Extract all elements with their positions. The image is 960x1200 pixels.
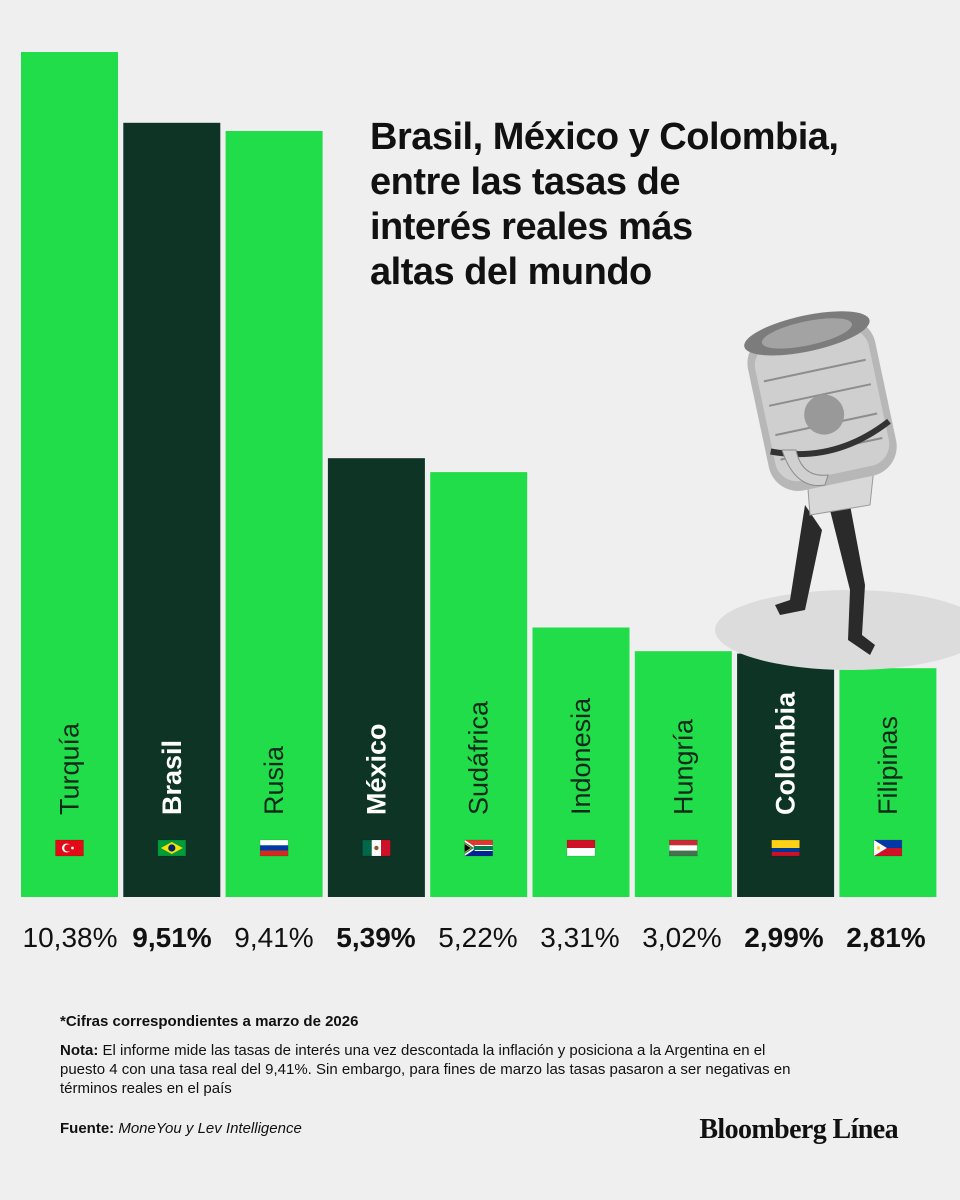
bar <box>839 668 937 897</box>
bar <box>123 122 221 898</box>
mexico-flag-icon <box>362 839 391 857</box>
value-label: 2,81% <box>846 922 926 953</box>
bar-category-label: Brasil <box>157 740 187 815</box>
bar <box>430 472 528 897</box>
hungary-flag-icon <box>668 839 698 857</box>
value-label: 9,41% <box>234 922 314 953</box>
title-line: interés reales más <box>370 206 693 248</box>
indonesia-flag-icon <box>566 839 596 857</box>
bar-category-label: Turquía <box>55 722 85 815</box>
bar <box>327 458 425 897</box>
source-line: Fuente: MoneYou y Lev Intelligence <box>60 1120 302 1137</box>
value-label: 9,51% <box>132 922 212 953</box>
date-note: *Cifras correspondientes a marzo de 2026 <box>60 1013 359 1030</box>
footnotes: *Cifras correspondientes a marzo de 2026… <box>60 1012 800 1098</box>
philippines-flag-icon <box>873 839 903 857</box>
title-line: entre las tasas de <box>370 161 680 203</box>
brand-logo: Bloomberg Línea <box>699 1114 898 1145</box>
value-label: 5,22% <box>438 922 518 953</box>
bar-category-label: Hungría <box>668 718 698 815</box>
bar <box>21 52 118 897</box>
title-line: Brasil, México y Colombia, <box>370 116 839 158</box>
bar-category-label: Indonesia <box>566 697 596 815</box>
bar-chart: Turquía Brasil Rusia México Sudáfrica Indones… <box>21 52 937 898</box>
bar-category-label: México <box>361 723 391 815</box>
bar-category-label: Filipinas <box>873 716 903 815</box>
south-africa-flag-icon <box>464 839 494 857</box>
russia-flag-icon <box>259 839 289 857</box>
value-label: 2,99% <box>744 922 824 953</box>
value-label: 10,38% <box>22 922 118 953</box>
value-label: 3,02% <box>642 922 722 953</box>
methodology-note: Nota: El informe mide las tasas de inter… <box>60 1041 800 1098</box>
chart-title: Brasil, México y Colombia, entre las tas… <box>370 115 930 295</box>
colombia-flag-icon <box>771 839 800 857</box>
value-label: 5,39% <box>336 922 416 953</box>
note-label: Nota: <box>60 1042 99 1059</box>
source-label: Fuente: <box>60 1120 115 1137</box>
bar-category-label: Rusia <box>259 745 289 815</box>
bar-category-label: Sudáfrica <box>464 700 494 815</box>
turkey-flag-icon <box>55 839 84 857</box>
source-text: MoneYou y Lev Intelligence <box>118 1120 302 1137</box>
bar <box>737 653 835 897</box>
bar <box>225 131 323 897</box>
note-text: El informe mide las tasas de interés una… <box>60 1042 791 1097</box>
bar <box>634 651 732 897</box>
value-label: 3,31% <box>540 922 620 953</box>
value-labels: 10,38% 9,51% 9,41% 5,39% 5,22% 3,31% 3,0… <box>0 918 960 962</box>
man-carrying-money-roll-illustration <box>715 311 960 670</box>
bar-category-label: Colombia <box>771 691 801 815</box>
brazil-flag-icon <box>157 839 187 857</box>
title-line: altas del mundo <box>370 251 652 293</box>
